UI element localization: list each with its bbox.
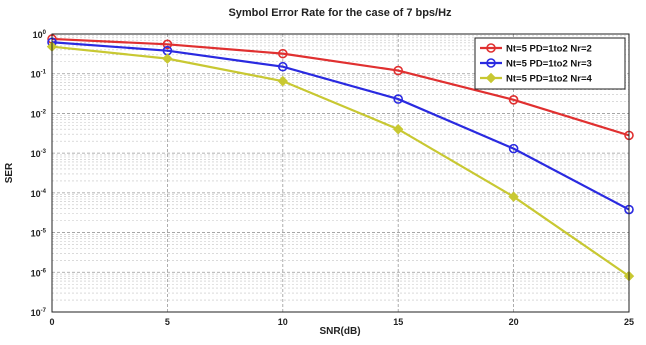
- legend-item: Nt=5 PD=1to2 Nr=2: [480, 43, 592, 55]
- y-axis-label: SER: [4, 162, 15, 183]
- data-point: [162, 53, 173, 64]
- x-tick-label: 25: [624, 317, 634, 327]
- data-point: [392, 124, 404, 135]
- series-2: [47, 37, 634, 215]
- data-point: [277, 48, 288, 59]
- data-point: [393, 94, 404, 104]
- data-point: [485, 72, 497, 84]
- data-point: [508, 143, 519, 154]
- y-tick-label: 10-4: [31, 189, 47, 199]
- y-tick-label: 10-6: [31, 268, 47, 278]
- y-tick-label: 100: [33, 30, 47, 40]
- series-line: [51, 41, 630, 211]
- x-tick-labels: 0 5 10 15 20 25: [49, 317, 634, 327]
- data-point: [277, 61, 288, 72]
- x-tick-label: 10: [278, 317, 288, 327]
- series-line: [51, 37, 630, 137]
- y-tick-label: 10-1: [31, 70, 47, 80]
- data-point: [508, 95, 519, 105]
- legend-label: Nt=5 PD=1to2 Nr=4: [506, 74, 593, 85]
- data-point: [277, 75, 289, 87]
- data-point: [486, 43, 496, 53]
- data-point: [508, 191, 519, 202]
- legend-item: Nt=5 PD=1to2 Nr=4: [480, 72, 593, 85]
- y-tick-labels: 100 10-1 10-2 10-3 10-4 10-5 10-6 10-7: [31, 30, 47, 318]
- x-tick-label: 15: [393, 317, 403, 327]
- y-tick-label: 10-2: [31, 109, 47, 119]
- grid: [52, 34, 629, 312]
- x-axis-label: SNR(dB): [319, 326, 360, 337]
- plot-frame: [51, 33, 630, 313]
- data-point: [486, 58, 496, 68]
- data-point: [393, 65, 404, 76]
- data-point: [162, 39, 173, 50]
- x-tick-label: 0: [49, 317, 54, 327]
- x-tick-label: 5: [165, 317, 170, 327]
- series-line: [51, 45, 630, 278]
- y-tick-label: 10-7: [31, 308, 47, 318]
- legend-label: Nt=5 PD=1to2 Nr=2: [506, 44, 592, 55]
- y-tick-label: 10-3: [31, 149, 47, 159]
- legend: Nt=5 PD=1to2 Nr=2 Nt=5 PD=1to2 Nr=3 Nt=5 P…: [474, 37, 626, 90]
- chart-title: Symbol Error Rate for the case of 7 bps/…: [228, 7, 452, 19]
- y-tick-label: 10-5: [31, 229, 47, 239]
- x-tick-label: 20: [509, 317, 519, 327]
- legend-item: Nt=5 PD=1to2 Nr=3: [480, 58, 592, 70]
- legend-label: Nt=5 PD=1to2 Nr=3: [506, 59, 592, 70]
